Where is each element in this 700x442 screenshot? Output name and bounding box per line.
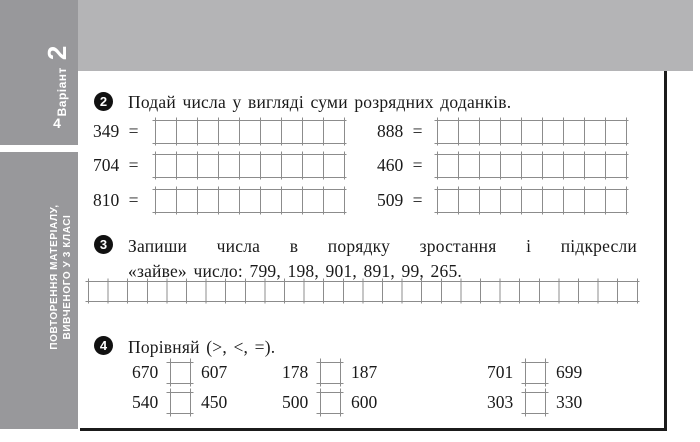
ex2-label: 704 = [93, 155, 139, 175]
exercise-2-badge: 2 [94, 92, 113, 111]
answer-grid-strip [85, 278, 640, 304]
compare-right-number: 607 [201, 362, 228, 382]
exercise-3-prompt-line2: «зайве» число: 799, 198, 901, 891, 99, 2… [128, 261, 462, 281]
compare-pair: 701 699 [487, 358, 582, 387]
ex2-row-704: 704 = [93, 151, 347, 180]
answer-grid [152, 117, 347, 146]
compare-answer-box [316, 388, 344, 417]
variant-number: 2 [42, 45, 72, 61]
sidebar-variant-block-bg [0, 0, 78, 145]
compare-answer-box [521, 358, 549, 387]
compare-right-number: 699 [556, 362, 583, 382]
ex2-label: 888 = [377, 121, 423, 141]
ex2-row-349: 349 = [93, 117, 347, 146]
ex2-label: 460 = [377, 155, 423, 175]
exercise-3-badge: 3 [94, 235, 113, 254]
compare-right-number: 600 [351, 392, 378, 412]
exercise-2-prompt: Подай числа у вигляді суми розрядних дод… [128, 92, 512, 112]
answer-grid [434, 117, 629, 146]
compare-left-number: 500 [282, 392, 309, 412]
answer-grid [434, 151, 629, 180]
compare-right-number: 450 [201, 392, 228, 412]
compare-left-number: 178 [282, 362, 309, 382]
top-gray-band [78, 0, 693, 71]
compare-pair: 178 187 [282, 358, 377, 387]
compare-answer-box [521, 388, 549, 417]
compare-right-number: 330 [556, 392, 583, 412]
section-title: ПОВТОРЕННЯ МАТЕРІАЛУ, ВИВЧЕНОГО У 3 КЛАС… [48, 177, 74, 377]
exercise-3-prompt-line1: Запиши числа в порядку зростання і підкр… [128, 236, 637, 256]
compare-pair: 540 450 [132, 388, 227, 417]
compare-left-number: 540 [132, 392, 159, 412]
answer-grid [434, 186, 629, 215]
ex2-row-509: 509 = [377, 186, 629, 215]
page-number: 4 [53, 115, 61, 131]
section-title-line1: ПОВТОРЕННЯ МАТЕРІАЛУ, [49, 204, 60, 350]
ex2-row-460: 460 = [377, 151, 629, 180]
exercise-4-prompt: Порівняй (>, <, =). [128, 337, 276, 357]
compare-answer-box [166, 358, 194, 387]
variant-label: Варіант [55, 67, 69, 117]
answer-grid [152, 151, 347, 180]
ex2-row-810: 810 = [93, 186, 347, 215]
variant-tab: Варіант 2 [42, 36, 72, 126]
compare-left-number: 701 [487, 362, 514, 382]
compare-left-number: 670 [132, 362, 159, 382]
compare-right-number: 187 [351, 362, 378, 382]
ex2-label: 810 = [93, 190, 139, 210]
compare-pair: 303 330 [487, 388, 582, 417]
page-rule-bottom [80, 428, 667, 431]
ex2-label: 509 = [377, 190, 423, 210]
section-title-line2: ВИВЧЕНОГО У 3 КЛАСІ [62, 214, 73, 340]
exercise-4-badge: 4 [94, 336, 113, 355]
compare-pair: 500 600 [282, 388, 377, 417]
answer-grid [152, 186, 347, 215]
compare-pair: 670 607 [132, 358, 227, 387]
ex2-row-888: 888 = [377, 117, 629, 146]
compare-answer-box [316, 358, 344, 387]
ex2-label: 349 = [93, 121, 139, 141]
page-rule-right [664, 71, 667, 431]
compare-answer-box [166, 388, 194, 417]
compare-left-number: 303 [487, 392, 514, 412]
sidebar-section-block-bg [0, 152, 78, 429]
